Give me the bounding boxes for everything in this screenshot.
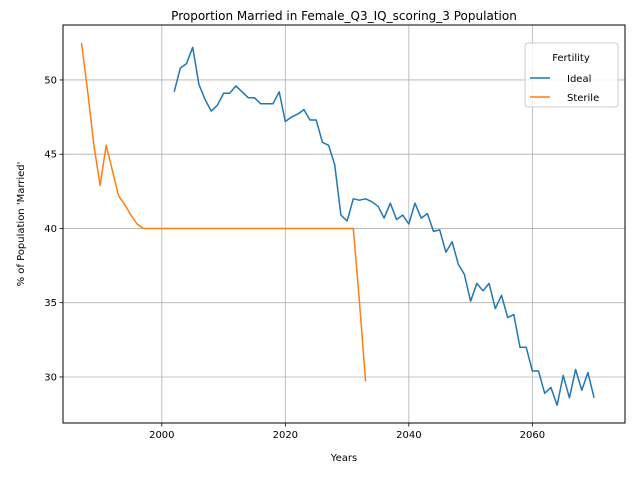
lines — [80, 42, 595, 406]
x-ticks: 2000 2020 2040 2060 — [149, 423, 545, 441]
x-axis-label: Years — [330, 453, 357, 464]
legend-box — [524, 42, 619, 108]
chart-title: Proportion Married in Female_Q3_IQ_scori… — [171, 9, 517, 23]
y-tick-label: 50 — [44, 75, 57, 86]
legend-label-ideal: Ideal — [567, 74, 591, 85]
plot-frame — [62, 24, 626, 424]
legend-label-sterile: Sterile — [567, 93, 599, 104]
series-line-sterile — [80, 42, 367, 382]
y-axis-label: % of Population 'Married' — [16, 162, 27, 287]
x-tick-label: 2020 — [273, 430, 298, 441]
y-tick-label: 45 — [44, 150, 57, 161]
y-tick-label: 30 — [44, 372, 57, 383]
x-tick-label: 2040 — [396, 430, 421, 441]
series-line-ideal — [173, 46, 595, 406]
legend: Fertility Ideal Sterile — [524, 42, 619, 108]
y-tick-label: 40 — [44, 224, 57, 235]
x-tick-label: 2000 — [149, 430, 174, 441]
x-tick-label: 2060 — [520, 430, 545, 441]
y-tick-label: 35 — [44, 298, 57, 309]
legend-title: Fertility — [552, 53, 590, 64]
y-ticks: 30 35 40 45 50 — [44, 75, 63, 383]
